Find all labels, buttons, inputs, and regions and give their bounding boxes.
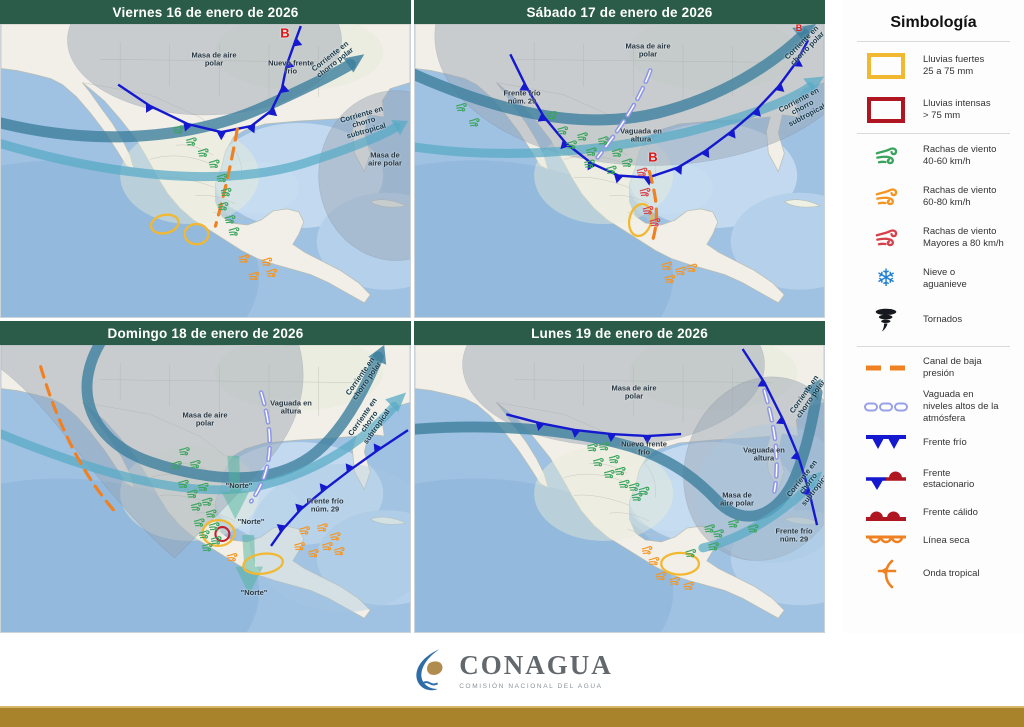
panel-title: Lunes 19 de enero de 2026 bbox=[414, 321, 825, 345]
weather-map-domingo: Masa de aire polar Vaguada en altura Cor… bbox=[0, 345, 411, 633]
heavy-rain-icon bbox=[857, 52, 915, 80]
wind-gust-orange-icon bbox=[857, 184, 915, 210]
panel-title: Domingo 18 de enero de 2026 bbox=[0, 321, 411, 345]
divider bbox=[857, 133, 1010, 134]
panel-title: Viernes 16 de enero de 2026 bbox=[0, 0, 411, 24]
map-graphic bbox=[1, 24, 410, 317]
legend-item-rachas-60-80: Rachas de viento 60-80 km/h bbox=[857, 184, 1024, 210]
wind-gust-green-icon bbox=[857, 143, 915, 169]
stationary-front-icon bbox=[857, 466, 915, 492]
map-graphic bbox=[415, 24, 824, 317]
panel-sabado: Sábado 17 de enero de 2026 bbox=[414, 0, 825, 318]
legend-item-rachas-40-60: Rachas de viento 40-60 km/h bbox=[857, 143, 1024, 169]
legend-item-canal-baja-presion: Canal de baja presión bbox=[857, 356, 1024, 380]
map-graphic bbox=[415, 345, 824, 632]
panel-lunes: Lunes 19 de enero de 2026 bbox=[414, 321, 825, 633]
wind-gust-red-icon bbox=[857, 225, 915, 251]
legend-item-onda-tropical: Onda tropical bbox=[857, 559, 1024, 589]
legend-panel: Simbología Lluvias fuertes 25 a 75 mm Llu… bbox=[843, 0, 1024, 633]
legend-item-lluvias-intensas: Lluvias intensas > 75 mm bbox=[857, 96, 1024, 124]
legend-item-vaguada: Vaguada en niveles altos de la atmósfera bbox=[857, 389, 1024, 425]
brand-tagline: COMISIÓN NACIONAL DEL AGUA bbox=[459, 682, 603, 690]
legend-item-tornados: Tornados bbox=[857, 307, 1024, 333]
divider bbox=[857, 346, 1010, 347]
legend-item-frente-frio: Frente frío bbox=[857, 434, 1024, 452]
conagua-drop-icon bbox=[416, 648, 443, 690]
brand-name: CONAGUA bbox=[459, 649, 613, 680]
legend-title: Simbología bbox=[890, 14, 977, 31]
panel-title: Sábado 17 de enero de 2026 bbox=[414, 0, 825, 24]
tornado-icon bbox=[857, 307, 915, 333]
cold-front-icon bbox=[857, 434, 915, 452]
low-pressure-channel-icon bbox=[857, 362, 915, 374]
legend-item-lluvias-fuertes: Lluvias fuertes 25 a 75 mm bbox=[857, 52, 1024, 80]
legend-item-rachas-mayores-80: Rachas de viento Mayores a 80 km/h bbox=[857, 225, 1024, 251]
upper-trough-icon bbox=[857, 400, 915, 414]
conagua-logo: CONAGUA COMISIÓN NACIONAL DEL AGUA bbox=[411, 646, 613, 694]
weather-map-lunes: Masa de aire polar Nuevo frente frío Vag… bbox=[414, 345, 825, 633]
warm-front-icon bbox=[857, 504, 915, 522]
panel-domingo: Domingo 18 de enero de 2026 bbox=[0, 321, 411, 633]
weather-map-viernes: B Masa de aire polar Nuevo frente frío C… bbox=[0, 24, 411, 318]
gold-bar bbox=[0, 706, 1024, 727]
legend-item-frente-calido: Frente cálido bbox=[857, 504, 1024, 522]
snowflake-icon: ❄ bbox=[875, 265, 897, 292]
panel-viernes: Viernes 16 de enero de 2026 bbox=[0, 0, 411, 318]
weather-map-sabado: Masa de aire polar Frente frío núm. 29 V… bbox=[414, 24, 825, 318]
dry-line-icon bbox=[857, 533, 915, 549]
map-graphic bbox=[1, 345, 410, 632]
intense-rain-icon bbox=[857, 96, 915, 124]
legend-item-linea-seca: Línea seca bbox=[857, 533, 1024, 549]
footer: CONAGUA COMISIÓN NACIONAL DEL AGUA bbox=[0, 633, 1024, 706]
legend-item-frente-estacionario: Frente estacionario bbox=[857, 466, 1024, 492]
divider bbox=[857, 41, 1010, 42]
legend-item-nieve: ❄ Nieve o aguanieve bbox=[857, 267, 1024, 291]
tropical-wave-icon bbox=[857, 559, 915, 589]
